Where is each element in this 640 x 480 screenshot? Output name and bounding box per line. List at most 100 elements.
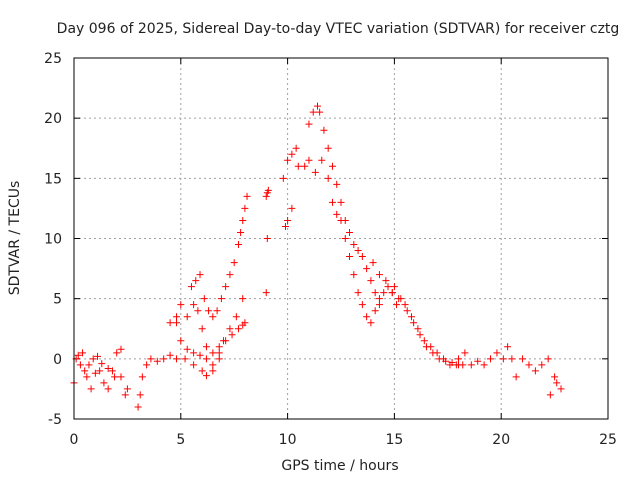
data-point [209, 349, 217, 357]
x-tick-label: 20 [492, 432, 510, 448]
data-point [504, 343, 512, 351]
data-point [480, 361, 488, 369]
x-tick-label: 10 [279, 432, 297, 448]
data-point [232, 313, 240, 321]
data-point [429, 349, 437, 357]
x-axis: 0 5 10 15 20 25 [70, 58, 617, 448]
data-point [538, 361, 546, 369]
data-point [226, 325, 234, 333]
data-point [104, 385, 112, 393]
data-point [305, 120, 313, 128]
data-point [96, 367, 104, 375]
data-point [314, 102, 322, 110]
data-point [461, 349, 469, 357]
data-point [209, 361, 217, 369]
data-point [202, 372, 210, 380]
data-point [239, 216, 247, 224]
data-point [228, 331, 236, 339]
data-point [196, 271, 204, 279]
data-point [202, 343, 210, 351]
data-point [337, 198, 345, 206]
data-point [173, 355, 181, 363]
data-point [200, 295, 208, 303]
data-point [512, 373, 520, 381]
data-point [241, 204, 249, 212]
data-point [262, 289, 270, 297]
data-point [181, 355, 189, 363]
data-point [166, 319, 174, 327]
x-tick-label: 0 [70, 432, 79, 448]
data-point [292, 144, 300, 152]
data-point [288, 204, 296, 212]
x-tick-label: 15 [385, 432, 403, 448]
data-point [87, 385, 95, 393]
data-point [108, 367, 116, 375]
data-point [209, 313, 217, 321]
data-point [196, 351, 204, 359]
data-point [318, 156, 326, 164]
data-point [134, 403, 142, 411]
data-point [390, 283, 398, 291]
data-point [309, 108, 317, 116]
y-tick-label: 25 [44, 51, 62, 67]
data-point [301, 162, 309, 170]
data-point [442, 357, 450, 365]
data-point [100, 379, 108, 387]
data-point [388, 289, 396, 297]
data-point [243, 192, 251, 200]
data-point [76, 361, 84, 369]
data-point [525, 361, 533, 369]
data-point [311, 168, 319, 176]
data-point [305, 156, 313, 164]
y-tick-label: 20 [44, 111, 62, 127]
data-point [294, 162, 302, 170]
data-point [346, 228, 354, 236]
data-point [198, 325, 206, 333]
data-points [70, 102, 565, 411]
data-point [237, 228, 245, 236]
data-point [177, 301, 185, 309]
data-point [281, 222, 289, 230]
data-point [487, 355, 495, 363]
data-point [183, 345, 191, 353]
data-point [136, 391, 144, 399]
data-point [375, 295, 383, 303]
data-point [123, 385, 131, 393]
y-tick-label: 15 [44, 171, 62, 187]
data-point [160, 355, 168, 363]
data-point [474, 357, 482, 365]
data-point [403, 307, 411, 315]
data-point [93, 352, 101, 360]
data-point [341, 235, 349, 242]
data-point [363, 265, 371, 273]
chart-title: Day 096 of 2025, Sidereal Day-to-day VTE… [57, 21, 620, 37]
data-point [263, 235, 271, 242]
data-point [264, 186, 272, 194]
data-point [226, 271, 234, 279]
data-point [113, 349, 121, 357]
data-point [519, 355, 527, 363]
data-point [358, 301, 366, 309]
data-point [91, 369, 99, 377]
data-point [328, 198, 336, 206]
data-point [217, 295, 225, 303]
data-point [194, 307, 202, 315]
data-point [354, 289, 362, 297]
data-point [85, 361, 93, 369]
data-point [328, 162, 336, 170]
data-point [375, 301, 383, 309]
data-point [215, 349, 223, 357]
data-point [380, 289, 388, 297]
data-point [222, 283, 230, 291]
data-point [369, 259, 377, 267]
data-point [448, 358, 456, 366]
y-tick-label: -5 [48, 412, 62, 428]
data-point [262, 192, 270, 200]
data-point [198, 367, 206, 375]
data-point [230, 259, 238, 267]
data-point [493, 349, 501, 357]
data-point [416, 331, 424, 339]
data-point [393, 301, 401, 309]
data-point [454, 355, 462, 363]
data-point [410, 319, 418, 327]
